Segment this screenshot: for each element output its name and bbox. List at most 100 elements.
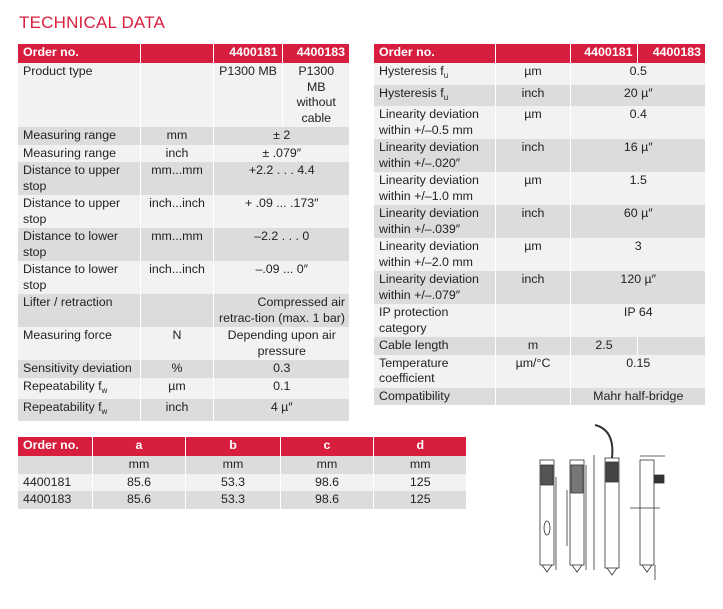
label-text: Hysteresis f xyxy=(379,64,444,78)
row-value: 3 xyxy=(570,238,705,271)
header-cell: a xyxy=(92,437,186,456)
row-value: 1.5 xyxy=(570,172,705,205)
table-row: Distance to lower stop mm...mm –2.2 . . . … xyxy=(18,228,349,261)
row-value: 0.3 xyxy=(213,360,349,378)
page-title: TECHNICAL DATA xyxy=(19,13,166,32)
probe-rear-view xyxy=(630,455,665,580)
row-label: Distance to upper stop xyxy=(18,195,141,228)
table-row: Compatibility Mahr half-bridge xyxy=(374,387,705,405)
label-text: Linearity deviation within +/–.039″ xyxy=(379,206,479,236)
label-text: Lifter / retraction xyxy=(23,295,113,309)
row-label: Temperature coefficient xyxy=(374,354,496,388)
label-text: IP protection category xyxy=(379,305,449,335)
order-number: 4400183 xyxy=(18,491,93,509)
row-unit xyxy=(495,387,571,405)
row-value: +2.2 . . . 4.4 xyxy=(213,162,349,195)
label-subscript: u xyxy=(443,71,449,80)
label-text: Compatibility xyxy=(379,388,450,403)
specs-table-2: Order no. 4400181 4400183 Hysteresis fu µm 0.… xyxy=(374,44,705,405)
row-label: Distance to lower stop xyxy=(18,228,141,261)
row-value: 120 µ″ xyxy=(570,271,705,304)
label-text: Repeatability f xyxy=(23,400,102,414)
table-row: IP protection category IP 64 xyxy=(374,304,705,337)
row-unit xyxy=(495,304,571,337)
row-value: ± .079″ xyxy=(213,144,349,162)
row-unit: % xyxy=(140,360,214,378)
table-row: Hysteresis fu µm 0.5 xyxy=(374,63,705,85)
row-value-4400183 xyxy=(637,337,705,355)
table-row: Lifter / retraction Compressed air retrac… xyxy=(18,294,349,327)
specs-table-1: Order no. 4400181 4400183 Product type P1300… xyxy=(18,44,349,421)
row-value: 0.1 xyxy=(213,377,349,399)
label-text: Linearity deviation within +/–0.5 mm xyxy=(379,107,479,137)
header-order-4400183: 4400183 xyxy=(637,44,705,63)
label-text: Measuring range xyxy=(23,145,116,160)
row-unit: µm xyxy=(495,172,571,205)
row-unit: inch xyxy=(140,399,214,421)
row-value: –2.2 . . . 0 xyxy=(213,228,349,261)
table-row: Measuring range inch ± .079″ xyxy=(18,144,349,162)
label-text: Temperature coefficient xyxy=(379,355,449,386)
label-text: Measuring force xyxy=(23,328,112,342)
row-unit: inch xyxy=(495,271,571,304)
probe-dimension-drawing xyxy=(539,424,665,580)
row-label: Distance to lower stop xyxy=(18,261,141,294)
dimension-value: mm xyxy=(280,456,374,474)
row-label: IP protection category xyxy=(374,304,496,337)
row-value-4400181: 2.5 xyxy=(570,337,638,355)
dimension-value: 98.6 xyxy=(280,491,374,509)
label-text: Cable length xyxy=(379,338,449,352)
table-header-row: Order no. 4400181 4400183 xyxy=(18,44,349,63)
label-text: Distance to upper stop xyxy=(23,196,121,226)
table-row: Linearity deviation within +/–0.5 mm µm 0.… xyxy=(374,106,705,139)
order-number: 4400181 xyxy=(18,473,93,491)
row-label: Distance to upper stop xyxy=(18,162,141,195)
label-subscript: w xyxy=(101,407,108,416)
dimension-value: mm xyxy=(92,456,186,474)
row-value: 20 µ″ xyxy=(570,84,705,106)
table-header-row: Order no. a b c d xyxy=(18,437,466,456)
table-row: Linearity deviation within +/–1.0 mm µm 1.… xyxy=(374,172,705,205)
row-value: + .09 ... .173″ xyxy=(213,195,349,228)
table-row: Product type P1300 MB P1300 MB without cab… xyxy=(18,63,349,127)
row-unit: mm...mm xyxy=(140,162,214,195)
row-label: Repeatability fw xyxy=(18,399,141,421)
row-unit xyxy=(140,63,214,127)
header-cell: b xyxy=(185,437,281,456)
label-text: Product type xyxy=(23,64,93,78)
row-unit: µm xyxy=(495,238,571,271)
table-row: Repeatability fw inch 4 µ″ xyxy=(18,399,349,421)
row-value: 16 µ″ xyxy=(570,139,705,172)
header-cell: d xyxy=(373,437,466,456)
header-order-no: Order no. xyxy=(18,44,141,63)
header-unit xyxy=(495,44,571,63)
label-subscript: u xyxy=(443,92,449,102)
label-text: Linearity deviation within +/–.020″ xyxy=(379,140,479,170)
row-value-4400181: P1300 MB xyxy=(213,63,283,127)
row-label: Measuring force xyxy=(18,327,141,360)
row-label: Compatibility xyxy=(374,387,496,405)
row-value: –.09 ... 0″ xyxy=(213,261,349,294)
label-text: Measuring range xyxy=(23,128,116,142)
row-value: 0.5 xyxy=(570,63,705,85)
row-unit xyxy=(140,294,214,327)
header-order-no: Order no. xyxy=(374,44,496,63)
dimension-value: 125 xyxy=(373,491,466,509)
dimension-value: 53.3 xyxy=(185,491,281,509)
table-row: Linearity deviation within +/–.020″ inch 1… xyxy=(374,139,705,172)
row-unit: µm xyxy=(140,377,214,399)
row-value: Depending upon air pressure xyxy=(213,327,349,360)
dimension-value: 53.3 xyxy=(185,473,281,491)
row-label: Linearity deviation within +/–2.0 mm xyxy=(374,238,496,271)
label-text: Sensitivity deviation xyxy=(23,361,132,375)
label-text: Repeatability f xyxy=(23,378,102,393)
table-row: Linearity deviation within +/–.039″ inch 6… xyxy=(374,205,705,238)
row-label: Linearity deviation within +/–.039″ xyxy=(374,205,496,238)
row-unit: µm/°C xyxy=(495,354,571,388)
row-label: Linearity deviation within +/–.079″ xyxy=(374,271,496,304)
table-row: Linearity deviation within +/–2.0 mm µm 3 xyxy=(374,238,705,271)
row-unit: m xyxy=(495,337,571,355)
row-value: Compressed air retrac-tion (max. 1 bar) xyxy=(213,294,349,327)
table-row: Cable length m 2.5 xyxy=(374,337,705,355)
